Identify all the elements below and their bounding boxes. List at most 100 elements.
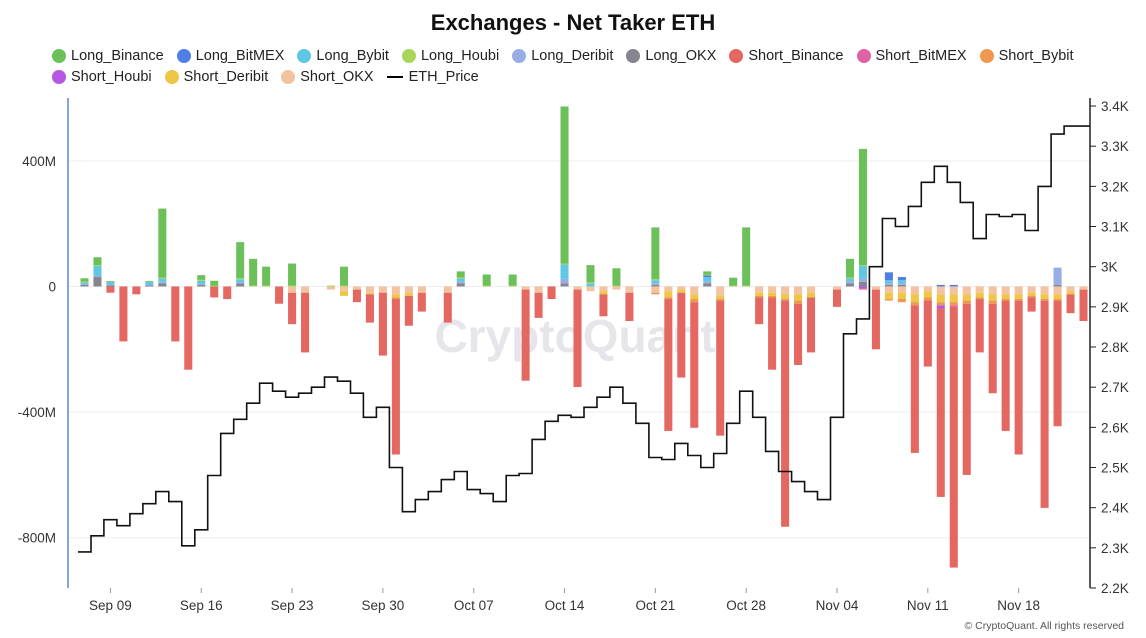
bar-short-okx (612, 286, 621, 290)
bar-short-deribit (664, 291, 673, 298)
legend-item-long-deribit[interactable]: Long_Deribit (512, 47, 613, 65)
bar-short-bybit (391, 297, 400, 300)
bar-short-binance (365, 294, 374, 323)
bar-short-binance (573, 289, 582, 387)
legend-item-short-bybit[interactable]: Short_Bybit (979, 47, 1074, 65)
legend-item-eth-price[interactable]: ETH_Price (386, 68, 479, 86)
bar-short-deribit (923, 291, 932, 298)
bar-long-bybit (456, 278, 465, 282)
bar-long-houbi (326, 285, 336, 287)
bar-long-bybit (651, 280, 660, 284)
bar-short-bybit (962, 300, 971, 304)
legend-item-short-bitmex[interactable]: Short_BitMEX (856, 47, 967, 65)
bar-short-bybit (949, 302, 958, 306)
legend-marker (729, 49, 744, 63)
bar-long-houbi (80, 281, 89, 283)
bar-short-deribit (936, 294, 945, 303)
bar-short-okx (936, 286, 945, 295)
bar-long-binance (262, 266, 271, 286)
legend-label: Short_BitMEX (875, 48, 967, 64)
bar-short-bybit (923, 297, 932, 301)
legend-item-long-okx[interactable]: Long_OKX (626, 47, 716, 65)
bar-short-binance (625, 292, 634, 322)
legend-label: ETH_Price (408, 69, 479, 85)
legend-item-long-binance[interactable]: Long_Binance (52, 47, 164, 65)
bar-short-binance (391, 299, 400, 455)
bar-short-okx (534, 286, 543, 293)
bar-long-binance (612, 268, 621, 286)
bar-short-okx (339, 286, 348, 292)
y-right-tick-label: 2.3K (1101, 541, 1129, 556)
bar-short-binance (275, 286, 284, 304)
bar-short-bybit (975, 297, 984, 300)
bar-short-okx (1014, 286, 1023, 295)
bar-long-okx (1053, 284, 1062, 287)
legend-item-long-bybit[interactable]: Long_Bybit (297, 47, 389, 65)
bar-long-deribit (106, 284, 115, 286)
axes-group: 400M 0 -400M -800M 3.4K 3.3K 3.2K 3.1K 3K 2.9K 2.8… (18, 98, 1129, 613)
bar-short-deribit (755, 292, 764, 296)
bar-short-binance (378, 292, 387, 356)
bar-short-okx (897, 286, 906, 293)
bar-long-houbi (339, 285, 348, 287)
bar-long-houbi (197, 279, 206, 281)
bar-long-houbi (858, 265, 867, 267)
x-tick-label: Sep 16 (180, 598, 223, 613)
bar-long-deribit (236, 282, 245, 284)
bar-short-binance (1066, 294, 1075, 314)
bar-short-deribit (768, 292, 777, 296)
y-left-tick-label: -400M (18, 405, 56, 420)
bar-long-bybit (145, 282, 154, 285)
bar-short-okx (651, 286, 660, 293)
bar-short-deribit (988, 294, 997, 301)
bar-short-binance (547, 286, 556, 300)
bar-long-bybit (586, 283, 595, 287)
bar-short-okx (884, 286, 893, 293)
bar-short-binance (534, 292, 543, 318)
bar-short-okx (962, 286, 971, 295)
bar-short-okx (586, 286, 595, 292)
bar-long-houbi (612, 285, 621, 287)
bar-short-okx (716, 286, 725, 296)
bar-short-okx (768, 286, 777, 293)
bar-short-okx (988, 286, 997, 295)
legend-marker (979, 49, 994, 63)
bar-long-bybit (858, 266, 867, 279)
bar-short-okx (690, 286, 699, 295)
bar-short-deribit (1066, 291, 1075, 295)
bar-short-bybit (716, 299, 725, 301)
bar-short-deribit (794, 294, 803, 301)
bar-short-binance (1027, 297, 1036, 312)
bar-short-okx (832, 286, 842, 290)
legend-item-short-binance[interactable]: Short_Binance (729, 47, 844, 65)
legend-item-short-houbi[interactable]: Short_Houbi (52, 68, 152, 86)
bar-short-binance (755, 297, 764, 325)
legend-item-short-okx[interactable]: Short_OKX (281, 68, 374, 86)
y-right-tick-label: 3.4K (1101, 99, 1129, 114)
bar-short-bybit (664, 297, 673, 300)
bar-short-okx (975, 286, 984, 293)
bar-long-bybit (197, 280, 206, 284)
legend-item-short-deribit[interactable]: Short_Deribit (164, 68, 268, 86)
legend-label: Long_OKX (645, 48, 717, 64)
y-right-tick-label: 2.5K (1101, 461, 1129, 476)
bar-short-okx (949, 286, 958, 295)
legend-marker (52, 70, 66, 84)
bar-short-okx (521, 286, 530, 290)
bar-long-bybit (80, 282, 89, 284)
legend-item-long-bitmex[interactable]: Long_BitMEX (176, 47, 284, 65)
y-right-tick-label: 2.9K (1101, 300, 1129, 315)
bar-long-binance (508, 274, 517, 286)
bar-long-okx (236, 283, 245, 287)
bar-short-bybit (768, 295, 777, 298)
bar-short-okx (625, 286, 634, 293)
bar-long-okx (456, 283, 465, 287)
bar-short-binance (949, 306, 958, 568)
bar-short-binance (132, 286, 141, 295)
y-right-tick-label: 2.2K (1101, 581, 1129, 596)
bar-short-binance (404, 295, 413, 326)
bar-short-deribit (1001, 294, 1010, 300)
bar-short-okx (288, 286, 297, 293)
legend-item-long-houbi[interactable]: Long_Houbi (401, 47, 499, 65)
